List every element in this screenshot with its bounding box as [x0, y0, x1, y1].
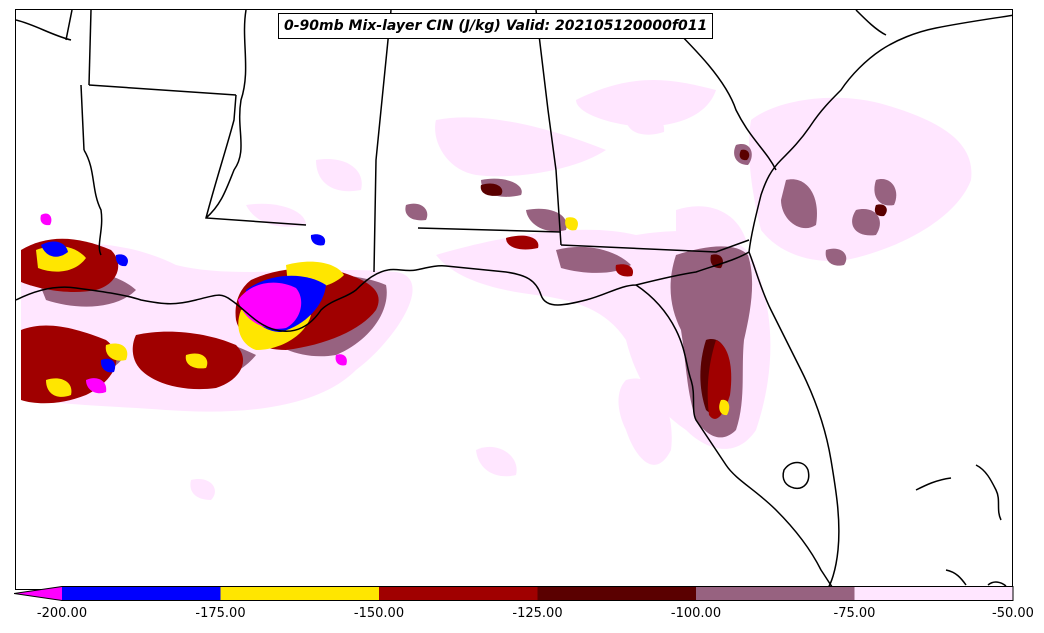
colorbar-outline: [14, 586, 1014, 601]
colorbar-segment: [220, 586, 379, 601]
sabine-river: [83, 149, 103, 256]
colorbar-segment: [379, 586, 538, 601]
gulf-coast-ms-al: [387, 251, 750, 306]
state-line-ga-sc: [665, 19, 777, 171]
gulf-coast-west: [16, 269, 389, 332]
mississippi-river: [205, 10, 247, 219]
colorbar-segment: [537, 586, 696, 601]
map-title: 0-90mb Mix-layer CIN (J/kg) Valid: 20210…: [278, 13, 714, 39]
cin-shading: [21, 80, 972, 500]
colorbar-tick-label: -200.00: [36, 606, 88, 621]
state-line-ar-top: [88, 10, 92, 86]
state-line-ms-al: [373, 10, 392, 273]
state-line-tx-ok: [65, 10, 73, 41]
map-panel: [15, 9, 1013, 590]
red-river-texas: [16, 19, 72, 41]
state-line-fl-ga: [560, 239, 750, 253]
colorbar-tick-label: -75.00: [833, 606, 876, 621]
colorbar: [14, 586, 1014, 601]
colorbar-tick-label: -100.00: [670, 606, 722, 621]
colorbar-segment: [854, 586, 1013, 601]
colorbar-tick-label: -50.00: [992, 606, 1034, 621]
bahamas-south: [945, 569, 967, 586]
state-line-sc-nc: [855, 10, 887, 36]
colorbar-tick-labels: -200.00 -175.00 -150.00 -125.00 -100.00 -75.0…: [0, 606, 1044, 626]
colorbar-tick-label: -125.00: [512, 606, 563, 621]
cin-band-magenta: [40, 213, 347, 394]
state-line-al-ga: [535, 10, 562, 246]
atlantic-coast: [748, 14, 1012, 253]
colorbar-extension-min: [14, 586, 62, 601]
colorbar-tick-label: -150.00: [353, 606, 405, 621]
state-line-la-west: [80, 84, 85, 151]
colorbar-segment: [696, 586, 855, 601]
bahamas-islands: [915, 477, 952, 491]
colorbar-tick-label: -175.00: [195, 606, 246, 621]
state-line-ms-la: [205, 94, 307, 226]
florida-east-coast: [748, 251, 840, 589]
colorbar-segment: [62, 586, 221, 601]
lake-okeechobee: [782, 461, 810, 490]
cin-map: [16, 10, 1012, 589]
boundary-lines: [16, 10, 1012, 589]
florida-west-coast: [635, 284, 835, 589]
cin-band-light-pink: [21, 80, 972, 500]
state-line-fl-al: [417, 227, 562, 233]
bahamas-south-2: [987, 581, 1007, 587]
state-line-ar-la: [88, 84, 237, 96]
bahamas-islands-east: [975, 464, 1002, 521]
